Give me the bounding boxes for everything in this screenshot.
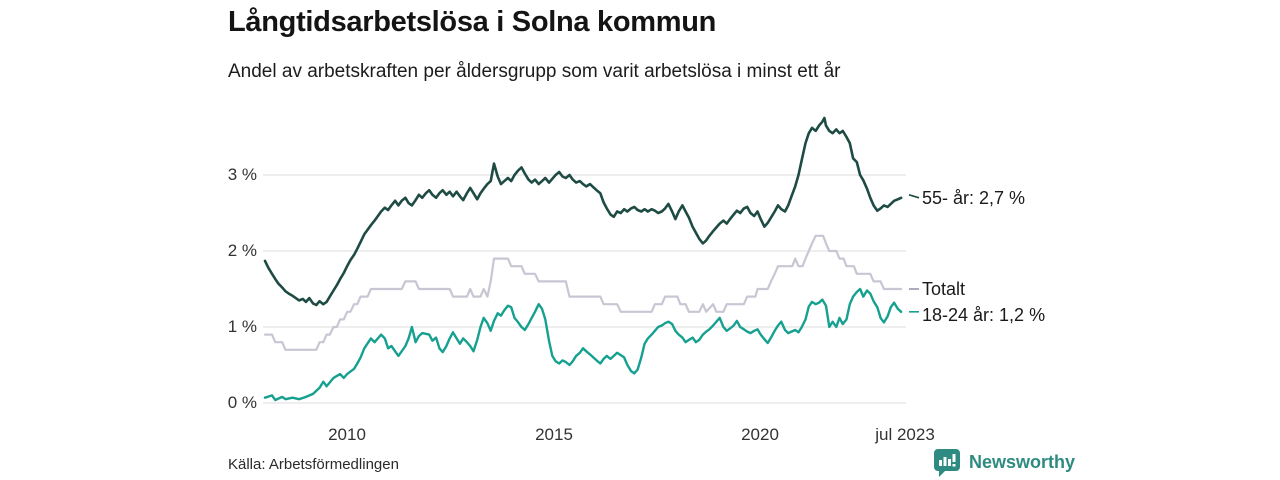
newsworthy-brand: Newsworthy xyxy=(933,448,1075,477)
series-label-18-24-ar: 18-24 år: 1,2 % xyxy=(922,305,1046,325)
y-tick-3pct: 3 % xyxy=(227,165,257,184)
x-tick-jul-2023: jul 2023 xyxy=(875,425,935,444)
source-note: Källa: Arbetsförmedlingen xyxy=(228,456,399,473)
y-tick-1pct: 1 % xyxy=(227,317,257,336)
label-connector xyxy=(908,194,920,199)
y-tick-2pct: 2 % xyxy=(227,241,257,260)
y-tick-0pct: 0 % xyxy=(227,393,257,412)
series-line-18-24år xyxy=(263,287,903,402)
series-line-55-år xyxy=(263,116,903,307)
newsworthy-speech-bubble-bar-chart-icon xyxy=(934,449,960,477)
brand-name: Newsworthy xyxy=(969,452,1076,472)
x-tick-2020: 2020 xyxy=(741,425,779,444)
series-line-Totalt xyxy=(263,234,903,351)
page-title: Långtidsarbetslösa i Solna kommun xyxy=(228,6,717,38)
series-label-55-ar: 55- år: 2,7 % xyxy=(922,188,1026,208)
series-label-totalt: Totalt xyxy=(922,279,966,299)
x-tick-2010: 2010 xyxy=(328,425,366,444)
x-tick-2015: 2015 xyxy=(535,425,573,444)
chart-subtitle: Andel av arbetskraften per åldersgrupp s… xyxy=(228,61,841,82)
